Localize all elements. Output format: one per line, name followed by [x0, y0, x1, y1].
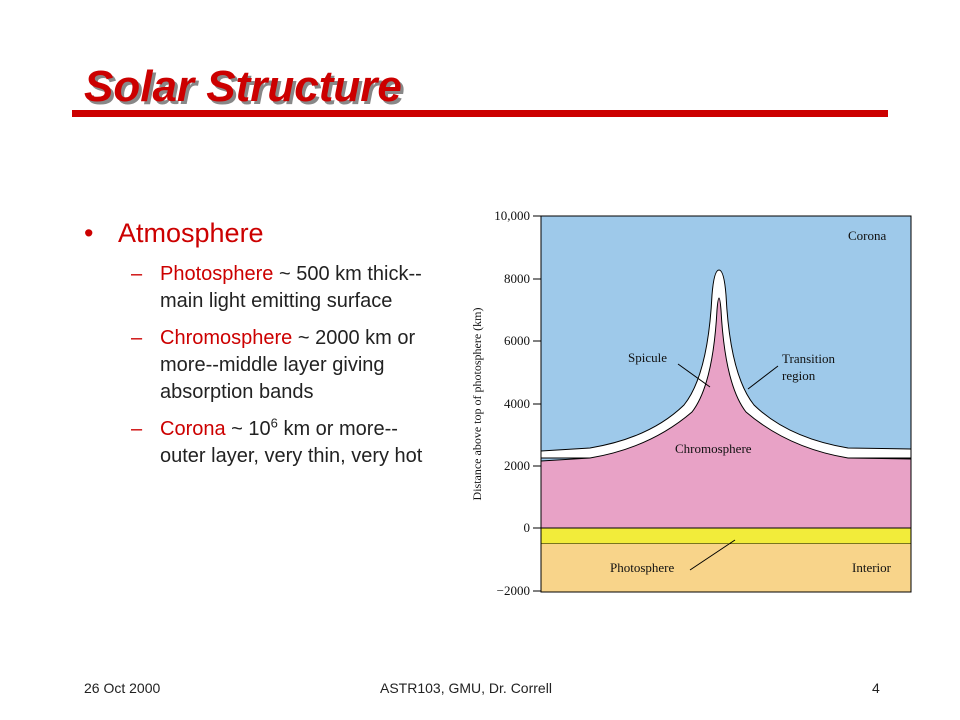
y-tick-10000: 10,000	[494, 208, 530, 223]
label-chromosphere: Chromosphere	[675, 441, 752, 456]
y-tick-2000: 2000	[504, 458, 530, 473]
leader-lines	[677, 363, 779, 571]
sub-bullet-corona: – Corona ~ 106 km or more--outer layer, …	[84, 416, 439, 470]
chromosphere-region	[540, 297, 912, 529]
bullet-atmosphere: • Atmosphere	[84, 218, 444, 249]
label-spicule: Spicule	[628, 350, 667, 365]
label-transition-region: region	[782, 368, 816, 383]
y-tick-8000: 8000	[504, 271, 530, 286]
y-tick-4000: 4000	[504, 396, 530, 411]
photosphere-layer	[540, 527, 912, 545]
bullet-dot: •	[84, 218, 94, 248]
label-corona: Corona	[848, 228, 887, 243]
label-photosphere: Photosphere	[610, 560, 675, 575]
sub-bullet-photosphere: – Photosphere ~ 500 km thick--main light…	[84, 261, 439, 315]
label-interior: Interior	[852, 560, 892, 575]
sub-bullet-dash: –	[131, 418, 143, 440]
y-tick-6000: 6000	[504, 333, 530, 348]
footer-course: ASTR103, GMU, Dr. Correll	[380, 680, 552, 696]
corona-exponent: 6	[270, 415, 278, 431]
sub-bullet-dash: –	[131, 263, 143, 285]
footer-page-number: 4	[872, 680, 880, 696]
y-tick-0: 0	[524, 520, 531, 535]
chromosphere-description: ~ 2000 km or more--middle layer giving a…	[160, 327, 416, 403]
y-axis-label: Distance above top of photosphere (km)	[470, 308, 484, 501]
corona-term: Corona	[160, 418, 226, 440]
corona-description: ~ 10	[225, 418, 271, 440]
y-tick-minus-2000: −2000	[497, 583, 530, 598]
solar-atmosphere-diagram: 10,000 8000 6000 4000 2000 0 −2000 Dista…	[470, 208, 912, 598]
label-transition: Transition	[782, 351, 835, 366]
bullet-list: • Atmosphere – Photosphere ~ 500 km thic…	[84, 218, 444, 480]
slide-title: Solar Structure	[84, 62, 402, 111]
y-axis-ticks	[533, 215, 541, 592]
bullet-atmosphere-label: Atmosphere	[118, 218, 264, 248]
title-underline	[72, 110, 888, 117]
sub-bullet-chromosphere: – Chromosphere ~ 2000 km or more--middle…	[84, 325, 439, 406]
chromosphere-term: Chromosphere	[160, 327, 293, 349]
footer-date: 26 Oct 2000	[84, 680, 161, 696]
interior-region	[541, 544, 911, 592]
corona-description-end: km or more--outer layer, very thin, very…	[160, 418, 423, 467]
photosphere-description: ~ 500 km thick--main light emitting surf…	[160, 263, 422, 312]
photosphere-term: Photosphere	[160, 263, 274, 285]
sub-bullet-dash: –	[131, 327, 143, 349]
